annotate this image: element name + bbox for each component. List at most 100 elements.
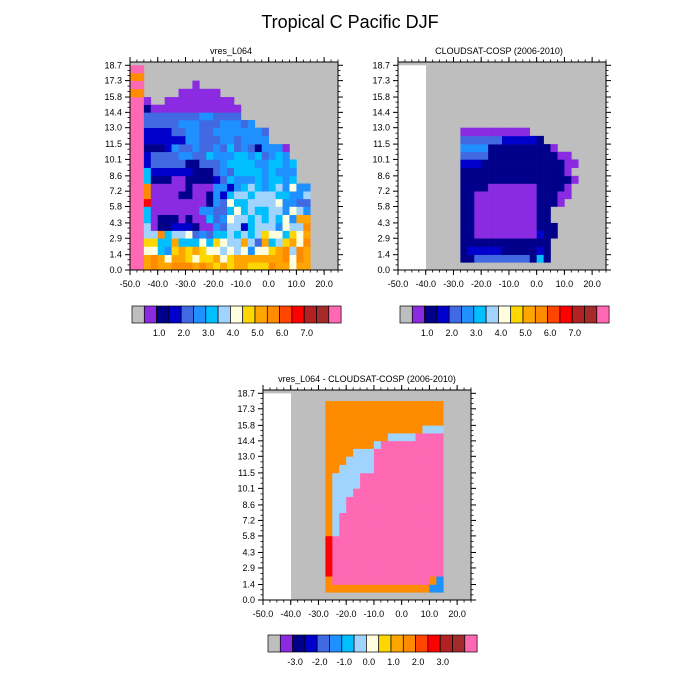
heat-cell — [185, 167, 193, 177]
heat-cell — [543, 254, 551, 263]
heat-cell — [240, 183, 249, 192]
heat-cell — [522, 127, 531, 137]
heat-cell — [495, 135, 503, 145]
colorbar-box — [485, 305, 499, 324]
heat-cell — [213, 230, 221, 239]
heat-cell — [408, 567, 416, 577]
colorbar-label: 1.0 — [387, 657, 400, 667]
heat-cell — [387, 417, 396, 426]
heat-cell — [275, 198, 283, 207]
heat-cell — [171, 246, 179, 255]
colorbar-label: 3.0 — [202, 328, 215, 338]
heat-cell — [488, 135, 496, 145]
heat-cell — [192, 206, 200, 216]
heat-cell — [481, 230, 489, 239]
heat-cell — [206, 191, 214, 200]
heat-cell — [429, 567, 437, 577]
heat-cell — [418, 112, 427, 121]
heat-cell — [240, 254, 249, 263]
heat-cell — [263, 584, 278, 593]
heat-cell — [367, 401, 375, 410]
heat-cell — [130, 120, 145, 128]
y-tick-label: 18.7 — [104, 60, 122, 70]
colorbar-box — [596, 305, 610, 324]
heat-cell — [261, 230, 269, 239]
colorbar-box — [390, 634, 404, 653]
heat-cell — [408, 512, 416, 521]
heat-cell — [408, 401, 416, 410]
colorbar-box — [399, 305, 413, 324]
colorbar-label: -1.0 — [337, 657, 353, 667]
heat-cell — [522, 144, 531, 153]
heat-cell — [411, 144, 420, 153]
heat-cell — [401, 567, 409, 577]
heat-cell — [508, 135, 517, 145]
heat-cell — [346, 544, 354, 553]
heat-cell — [130, 159, 145, 168]
heat-cell — [346, 480, 354, 489]
y-tick-label: 4.3 — [377, 218, 390, 228]
heat-cell — [429, 512, 437, 521]
x-tick-label: -50.0 — [388, 279, 409, 289]
heat-cell — [353, 567, 361, 577]
heat-cell — [213, 127, 221, 137]
heat-cell — [332, 535, 340, 545]
heat-cell — [536, 159, 544, 168]
heat-cell — [206, 183, 214, 192]
y-tick-label: 13.0 — [104, 123, 122, 133]
heat-cell — [418, 230, 427, 239]
heat-cell — [220, 222, 228, 231]
heat-cell — [394, 504, 402, 513]
heat-cell — [220, 127, 228, 137]
colorbar-box — [452, 634, 466, 653]
heat-cell — [422, 520, 430, 529]
heat-cell — [408, 520, 416, 529]
heat-cell — [436, 464, 444, 474]
colorbar-box — [424, 305, 438, 324]
heat-cell — [199, 112, 207, 121]
heat-cell — [394, 528, 402, 537]
heat-cell — [418, 222, 427, 231]
heat-cell — [178, 191, 186, 200]
heat-cell — [408, 584, 416, 593]
heat-cell — [227, 175, 235, 184]
heat-cell — [150, 159, 159, 168]
heat-cell — [220, 191, 228, 200]
heat-cell — [325, 544, 333, 553]
heat-cell — [460, 135, 468, 145]
heat-cell — [460, 246, 468, 255]
heat-cell — [282, 206, 290, 216]
heat-cell — [282, 151, 290, 160]
colorbar-box — [341, 634, 355, 653]
heat-cell — [185, 88, 193, 98]
heat-cell — [502, 246, 510, 255]
heat-cell — [401, 464, 409, 474]
heat-cell — [332, 567, 340, 577]
heat-cell — [436, 576, 444, 585]
heat-cell — [502, 230, 510, 239]
heat-cell — [401, 440, 409, 449]
heat-cell — [353, 496, 361, 506]
colorbar-box — [303, 305, 317, 324]
heat-cell — [373, 520, 382, 529]
heat-cell — [164, 198, 172, 207]
heat-cell — [353, 544, 361, 553]
colorbar-label: 6.0 — [544, 328, 557, 338]
heat-cell — [150, 191, 159, 200]
heat-cell — [394, 576, 402, 585]
colorbar-box — [571, 305, 585, 324]
heat-cell — [380, 425, 389, 434]
heat-cell — [380, 535, 389, 545]
x-tick-label: -10.0 — [499, 279, 520, 289]
heat-cell — [325, 433, 333, 442]
heat-cell — [339, 472, 347, 481]
heat-cell — [171, 112, 179, 121]
heat-cell — [247, 230, 256, 239]
heat-cell — [495, 222, 503, 231]
heat-cell — [339, 584, 347, 593]
x-tick-label: -40.0 — [415, 279, 436, 289]
heat-cell — [460, 191, 468, 200]
heat-cell — [185, 214, 193, 224]
heat-cell — [192, 191, 200, 200]
colorbar-box — [473, 305, 487, 324]
